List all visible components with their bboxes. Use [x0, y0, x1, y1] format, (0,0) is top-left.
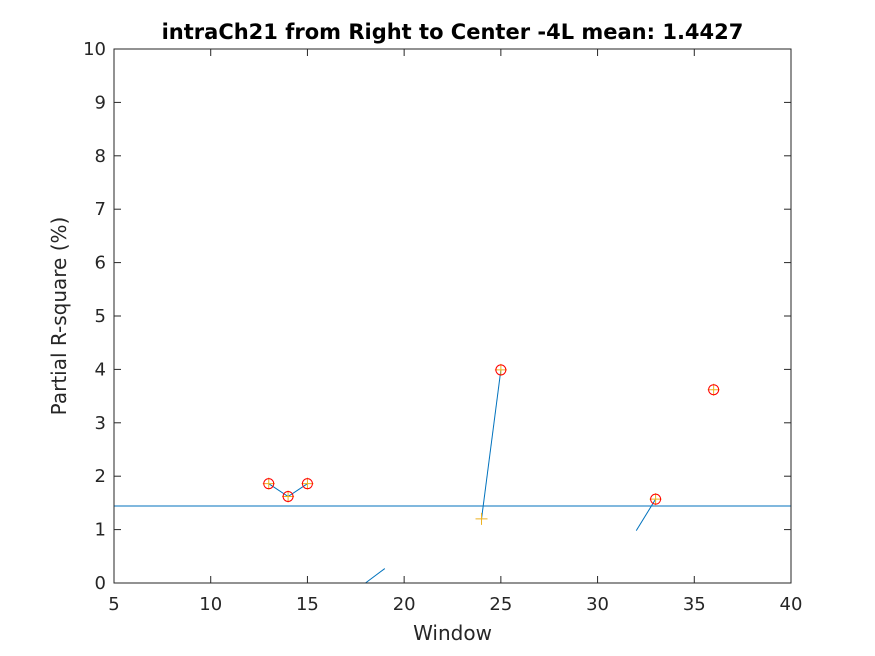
x-tick-label-10: 10	[199, 594, 222, 615]
circle-marker-5	[650, 493, 662, 505]
circle-marker-1	[263, 478, 275, 490]
axes-layer: 5 10 15 20 25 30 35 40 0 1 2 3 4 5 6 7 8 9 10	[83, 39, 802, 615]
x-tick-label-30: 30	[586, 594, 609, 615]
circle-marker-6	[708, 384, 720, 396]
circle-marker-4	[495, 364, 507, 376]
plot-area	[114, 49, 791, 583]
y-tick-label-6: 6	[95, 253, 106, 274]
circle-marker-2	[282, 490, 294, 502]
circle-marker-3	[301, 478, 313, 490]
x-tick-label-25: 25	[489, 594, 512, 615]
plus-marker-6	[649, 493, 662, 506]
y-axis-label: Partial R-square (%)	[47, 217, 71, 416]
data-line-segment-4	[635, 498, 657, 531]
y-tick-label-8: 8	[95, 146, 106, 167]
x-tick-label-35: 35	[683, 594, 706, 615]
plus-marker-1	[262, 477, 275, 490]
x-axis-label: Window	[413, 621, 492, 645]
y-tick-label-4: 4	[95, 359, 106, 380]
y-tick-label-2: 2	[95, 466, 106, 487]
y-tick-label-10: 10	[83, 39, 106, 60]
plus-marker-2	[282, 490, 295, 503]
plus-marker-4	[475, 512, 488, 525]
y-tick-label-5: 5	[95, 306, 106, 327]
y-tick-label-3: 3	[95, 413, 106, 434]
y-tick-label-1: 1	[95, 520, 106, 541]
data-line-segment-3	[481, 369, 502, 519]
plus-marker-5	[494, 363, 507, 376]
x-tick-label-40: 40	[780, 594, 803, 615]
chart-title: intraCh21 from Right to Center -4L mean:…	[162, 20, 744, 44]
x-tick-label-5: 5	[108, 594, 119, 615]
plus-marker-7	[707, 383, 720, 396]
y-tick-label-9: 9	[95, 92, 106, 113]
x-tick-label-15: 15	[296, 594, 319, 615]
x-tick-label-20: 20	[393, 594, 416, 615]
plus-marker-3	[301, 477, 314, 490]
data-line-segment-2	[365, 568, 386, 584]
y-tick-label-0: 0	[95, 573, 106, 594]
y-tick-label-7: 7	[95, 199, 106, 220]
data-layer	[114, 363, 791, 584]
